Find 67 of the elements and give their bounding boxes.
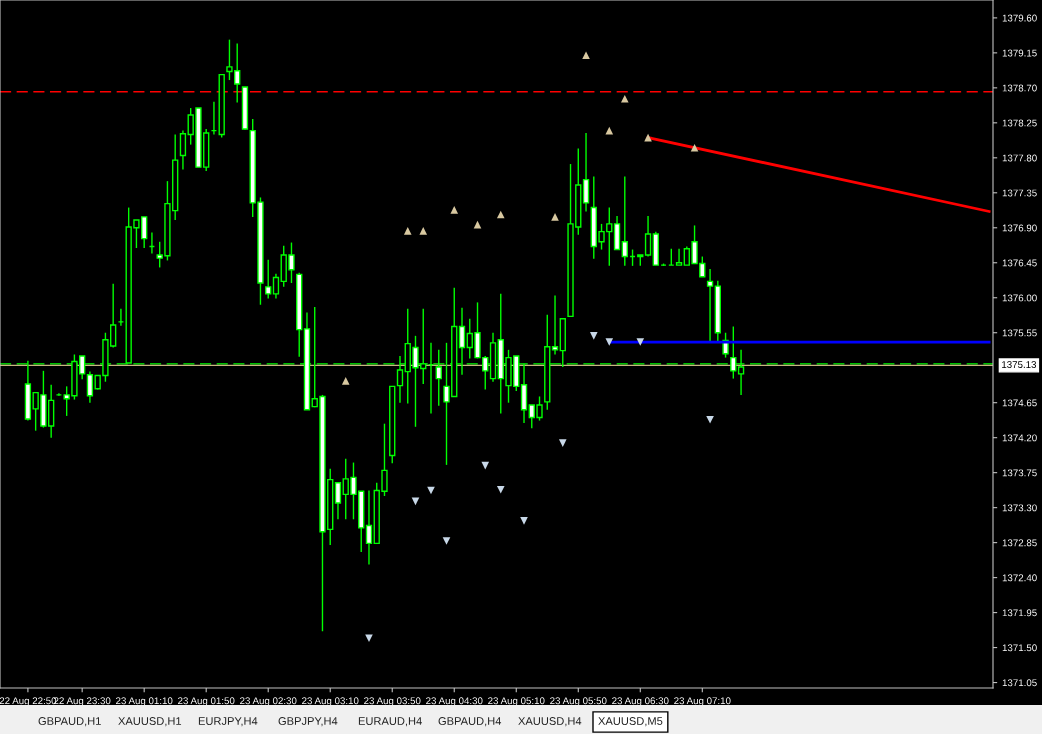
y-tick-label: 1371.50 xyxy=(1002,644,1037,652)
candlestick xyxy=(706,268,714,343)
y-tick-label: 1377.35 xyxy=(1002,189,1037,197)
text: XAUUSD,H1 xyxy=(118,717,182,727)
text: GBPJPY,H4 xyxy=(278,717,338,727)
x-tick-label: 23 Aug 02:30 xyxy=(240,697,297,707)
point xyxy=(341,377,350,385)
point xyxy=(582,51,590,59)
x-tick-label: 23 Aug 05:50 xyxy=(550,697,607,707)
y-tick-label: 1373.30 xyxy=(1002,504,1037,512)
point xyxy=(496,485,505,494)
text: XAUUSD,M5 xyxy=(598,717,663,727)
point xyxy=(481,461,490,470)
y-tick-label: 1376.00 xyxy=(1002,294,1037,302)
candlestick xyxy=(582,132,590,213)
text: GBPAUD,H1 xyxy=(38,717,101,727)
candlestick xyxy=(179,129,187,171)
point xyxy=(636,338,645,346)
candlestick xyxy=(551,294,559,356)
point xyxy=(450,206,459,214)
point xyxy=(620,94,629,103)
y-tick-label: 1374.20 xyxy=(1002,434,1037,442)
y-tick-label: 1376.90 xyxy=(1002,224,1037,232)
y-tick-label: 1379.15 xyxy=(1002,49,1037,57)
x-tick-label: 23 Aug 03:50 xyxy=(364,697,421,707)
candlestick xyxy=(334,481,342,520)
y-tick-label: 1373.75 xyxy=(1002,469,1037,477)
point xyxy=(442,537,451,545)
candlestick xyxy=(675,248,683,266)
y-tick-label: 1374.65 xyxy=(1002,399,1037,407)
point xyxy=(605,126,614,135)
y-tick-label: 1375.55 xyxy=(1002,329,1037,337)
y-tick-label: 1377.80 xyxy=(1002,154,1037,162)
candlestick xyxy=(621,175,628,267)
y-tick-label: 1379.60 xyxy=(1002,14,1037,22)
x-tick-label: 23 Aug 03:10 xyxy=(302,697,359,707)
point xyxy=(589,332,598,340)
point xyxy=(520,517,528,525)
point xyxy=(551,213,559,221)
point xyxy=(605,338,614,346)
point xyxy=(496,210,505,219)
x-tick-label: 23 Aug 04:30 xyxy=(426,697,483,707)
point xyxy=(690,143,699,152)
point xyxy=(706,415,714,424)
y-tick-label: 1376.45 xyxy=(1002,259,1037,267)
point xyxy=(403,227,412,235)
candlestick xyxy=(644,215,652,258)
text: GBPAUD,H4 xyxy=(438,717,502,727)
y-tick-label: 1372.85 xyxy=(1002,539,1037,547)
point xyxy=(365,634,373,643)
candlestick xyxy=(365,489,373,566)
text: EURAUD,H4 xyxy=(358,717,422,727)
candlestick xyxy=(265,258,272,300)
y-tick-label: 1378.25 xyxy=(1002,119,1037,127)
point xyxy=(419,227,428,235)
y-tick-label: 1371.05 xyxy=(1002,679,1037,687)
x-tick-label: 23 Aug 05:10 xyxy=(488,697,545,707)
text: EURJPY,H4 xyxy=(198,717,258,727)
y-tick-label: 1378.70 xyxy=(1002,84,1037,92)
text: XAUUSD,H4 xyxy=(518,717,582,727)
candlestick xyxy=(722,332,729,359)
y-tick-label: 1372.40 xyxy=(1002,574,1037,582)
candlestick xyxy=(272,272,280,300)
x-tick-label: 23 Aug 06:30 xyxy=(612,697,669,707)
y-tick-label: 1371.95 xyxy=(1002,609,1037,617)
point xyxy=(558,439,567,447)
ref-line-label: 1375.13 xyxy=(1002,361,1037,368)
